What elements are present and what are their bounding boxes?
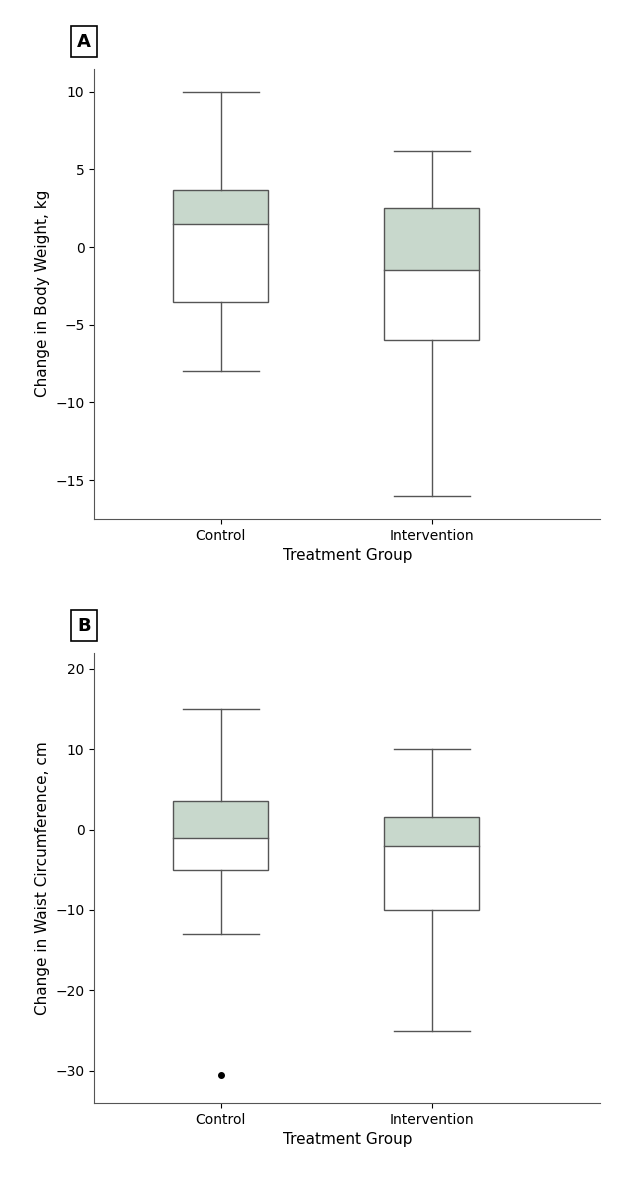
Text: A: A xyxy=(77,33,91,51)
Bar xyxy=(384,208,479,271)
Bar xyxy=(173,838,268,870)
Bar xyxy=(173,189,268,223)
X-axis label: Treatment Group: Treatment Group xyxy=(283,548,412,563)
Bar xyxy=(384,845,479,910)
Bar xyxy=(173,801,268,838)
Y-axis label: Change in Body Weight, kg: Change in Body Weight, kg xyxy=(35,190,50,397)
Text: B: B xyxy=(77,617,91,635)
Bar xyxy=(173,801,268,870)
Bar xyxy=(173,189,268,301)
X-axis label: Treatment Group: Treatment Group xyxy=(283,1132,412,1148)
Bar xyxy=(173,223,268,301)
Bar xyxy=(384,818,479,845)
Bar xyxy=(384,818,479,910)
Bar xyxy=(384,208,479,340)
Bar xyxy=(384,271,479,340)
Y-axis label: Change in Waist Circumference, cm: Change in Waist Circumference, cm xyxy=(35,741,50,1014)
